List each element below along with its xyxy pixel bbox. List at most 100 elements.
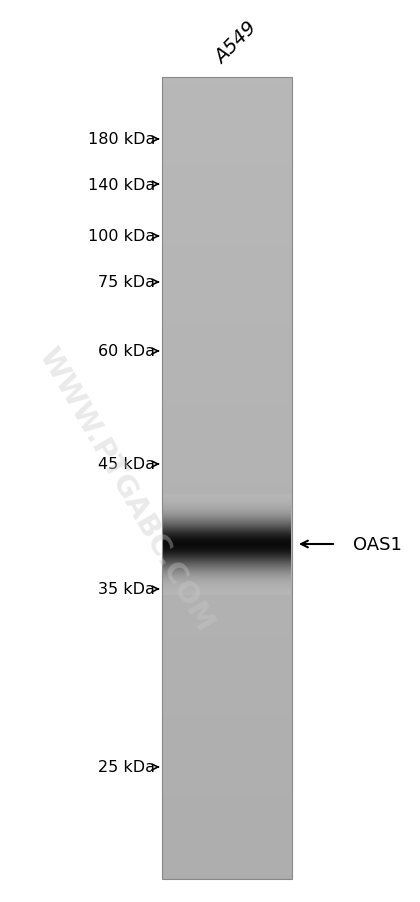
Bar: [162, 747, 292, 751]
Bar: [162, 719, 292, 723]
Bar: [162, 310, 292, 315]
Bar: [162, 302, 292, 307]
Bar: [162, 514, 292, 519]
Bar: [162, 571, 292, 575]
Bar: [162, 619, 292, 623]
Bar: [162, 731, 292, 735]
Bar: [162, 678, 292, 683]
Bar: [162, 843, 292, 848]
Bar: [162, 759, 292, 763]
Bar: [162, 863, 292, 868]
Bar: [162, 699, 292, 704]
Bar: [162, 578, 292, 583]
Bar: [162, 194, 292, 198]
Bar: [162, 723, 292, 727]
Bar: [162, 178, 292, 182]
Bar: [162, 750, 292, 755]
Bar: [162, 519, 292, 523]
Bar: [162, 210, 292, 215]
Bar: [162, 635, 292, 640]
Bar: [162, 338, 292, 343]
Bar: [162, 650, 292, 655]
Bar: [162, 507, 292, 511]
Bar: [162, 627, 292, 631]
Bar: [162, 158, 292, 162]
Bar: [162, 494, 292, 499]
Bar: [162, 522, 292, 527]
Bar: [162, 686, 292, 691]
Bar: [162, 583, 292, 587]
Bar: [162, 410, 292, 415]
Bar: [162, 622, 292, 627]
Bar: [162, 847, 292, 851]
Text: A549: A549: [211, 19, 260, 68]
Bar: [162, 603, 292, 607]
Bar: [162, 667, 292, 671]
Bar: [162, 386, 292, 391]
Bar: [162, 402, 292, 407]
Bar: [162, 106, 292, 110]
Text: OAS1: OAS1: [353, 536, 402, 554]
Bar: [162, 558, 292, 563]
Bar: [162, 90, 292, 95]
Bar: [162, 446, 292, 451]
Bar: [162, 230, 292, 235]
Bar: [162, 530, 292, 535]
Bar: [162, 414, 292, 419]
Bar: [162, 378, 292, 382]
Bar: [162, 78, 292, 879]
Bar: [162, 314, 292, 318]
Bar: [162, 550, 292, 555]
Bar: [162, 486, 292, 491]
Bar: [162, 647, 292, 651]
Bar: [162, 547, 292, 551]
Bar: [162, 330, 292, 335]
Bar: [162, 791, 292, 796]
Bar: [162, 695, 292, 699]
Bar: [162, 382, 292, 387]
Bar: [162, 658, 292, 663]
Bar: [162, 463, 292, 467]
Bar: [162, 214, 292, 218]
Bar: [162, 799, 292, 804]
Bar: [162, 739, 292, 743]
Bar: [162, 250, 292, 254]
Text: 75 kDa: 75 kDa: [98, 275, 155, 290]
Bar: [162, 527, 292, 531]
Bar: [162, 366, 292, 371]
Text: 35 kDa: 35 kDa: [98, 582, 155, 597]
Bar: [162, 122, 292, 126]
Bar: [162, 422, 292, 427]
Bar: [162, 286, 292, 290]
Bar: [162, 142, 292, 146]
Bar: [162, 242, 292, 246]
Bar: [162, 483, 292, 487]
Bar: [162, 714, 292, 719]
Bar: [162, 134, 292, 139]
Bar: [162, 639, 292, 643]
Bar: [162, 218, 292, 223]
Bar: [162, 322, 292, 327]
Bar: [162, 114, 292, 118]
Bar: [162, 170, 292, 175]
Bar: [162, 795, 292, 799]
Bar: [162, 202, 292, 207]
Bar: [162, 346, 292, 351]
Bar: [162, 775, 292, 779]
Bar: [162, 831, 292, 835]
Bar: [162, 611, 292, 615]
Bar: [162, 266, 292, 271]
Bar: [162, 430, 292, 435]
Bar: [162, 258, 292, 262]
Bar: [162, 86, 292, 90]
Bar: [162, 442, 292, 446]
Bar: [162, 222, 292, 226]
Bar: [162, 566, 292, 571]
Bar: [162, 875, 292, 879]
Bar: [162, 727, 292, 732]
Bar: [162, 278, 292, 282]
Bar: [162, 675, 292, 679]
Bar: [162, 586, 292, 591]
Bar: [162, 819, 292, 824]
Bar: [162, 358, 292, 363]
